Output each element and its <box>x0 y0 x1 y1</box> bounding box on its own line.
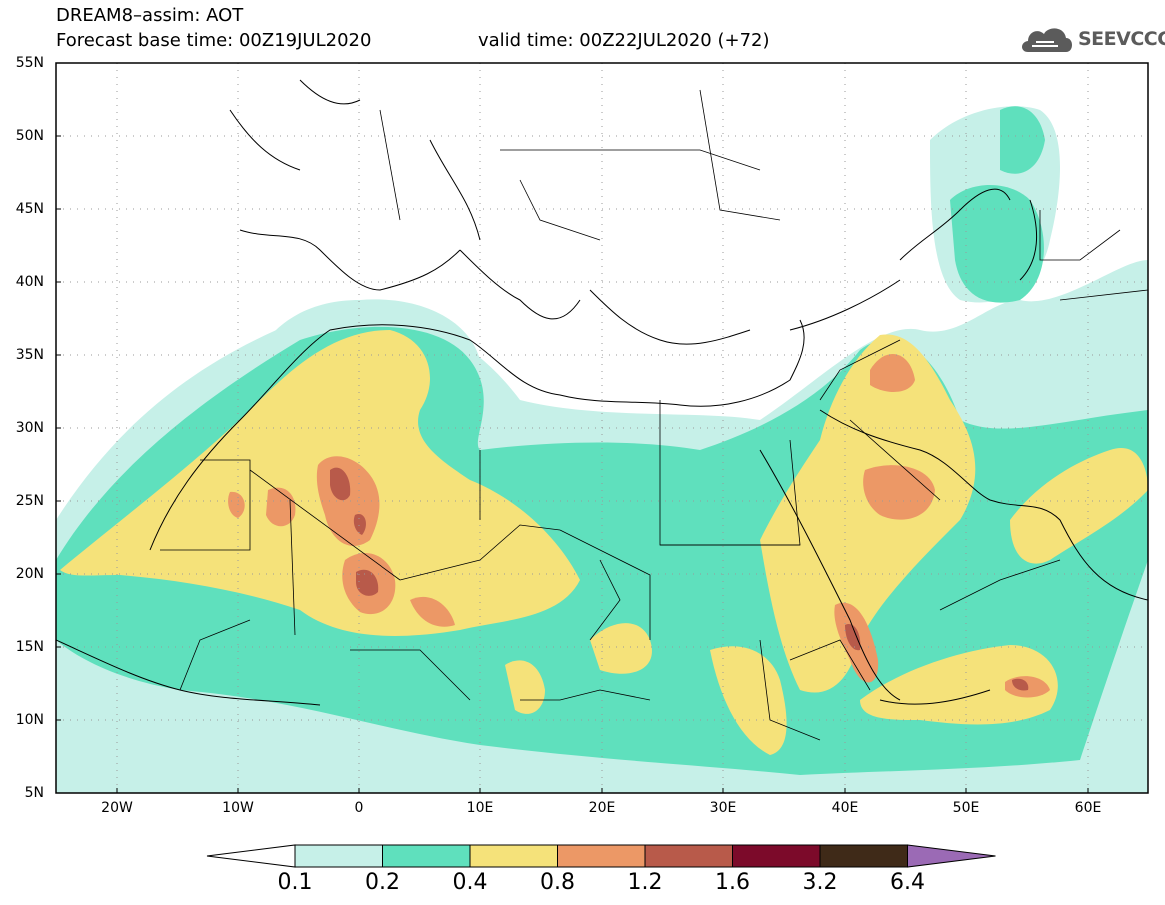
colorbar-swatch <box>469 844 558 868</box>
forecast-base-time: Forecast base time: 00Z19JUL2020 <box>56 30 372 51</box>
lat-label: 40N <box>15 274 44 290</box>
lon-label: 10W <box>222 800 254 816</box>
lon-label: 40E <box>831 800 859 816</box>
colorbar-swatch <box>732 844 821 868</box>
lat-label: 30N <box>15 420 44 436</box>
lat-label: 45N <box>15 201 44 217</box>
lat-label: 5N <box>24 785 44 801</box>
colorbar-low-arrow <box>206 844 296 868</box>
colorbar-label: 6.4 <box>890 870 925 895</box>
colorbar-swatch <box>382 844 471 868</box>
logo-text: SEEVCCC <box>1078 28 1165 50</box>
lat-label: 15N <box>15 639 44 655</box>
lon-label: 30E <box>709 800 737 816</box>
lat-label: 55N <box>15 55 44 71</box>
colorbar-label: 0.2 <box>365 870 400 895</box>
aot-band-1.2 <box>330 467 1029 691</box>
lon-label: 20E <box>588 800 616 816</box>
lat-label: 20N <box>15 566 44 582</box>
graticule <box>56 63 1148 793</box>
colorbar-label: 0.8 <box>540 870 575 895</box>
seevccc-logo: SEEVCCC <box>1018 22 1165 56</box>
chart-title: DREAM8–assim: AOT <box>56 5 244 26</box>
colorbar-label: 1.6 <box>715 870 750 895</box>
lon-label: 50E <box>952 800 980 816</box>
lon-label: 20W <box>101 800 133 816</box>
lat-label: 50N <box>15 128 44 144</box>
axis-ticks <box>56 62 1089 793</box>
aot-band-0.8 <box>228 353 1050 698</box>
colorbar-label: 3.2 <box>802 870 838 895</box>
colorbar-label: 1.2 <box>627 870 663 895</box>
colorbar-swatch <box>294 844 383 868</box>
coastlines <box>56 79 1148 706</box>
valid-time: valid time: 00Z22JUL2020 (+72) <box>478 30 770 51</box>
colorbar-swatch <box>819 844 908 868</box>
colorbar-high-arrow <box>907 844 996 868</box>
lon-label: 0 <box>354 800 364 816</box>
cloud-icon <box>1022 28 1072 52</box>
colorbar-label: 0.4 <box>452 870 488 895</box>
colorbar-swatch <box>557 844 646 868</box>
lat-label: 35N <box>15 347 44 363</box>
country-borders <box>160 89 1148 741</box>
colorbar-swatch <box>644 844 733 868</box>
lat-label: 10N <box>15 712 44 728</box>
lon-label: 60E <box>1074 800 1102 816</box>
colorbar-label: 0.1 <box>277 870 313 895</box>
lon-label: 10E <box>466 800 494 816</box>
lat-label: 25N <box>15 493 44 509</box>
